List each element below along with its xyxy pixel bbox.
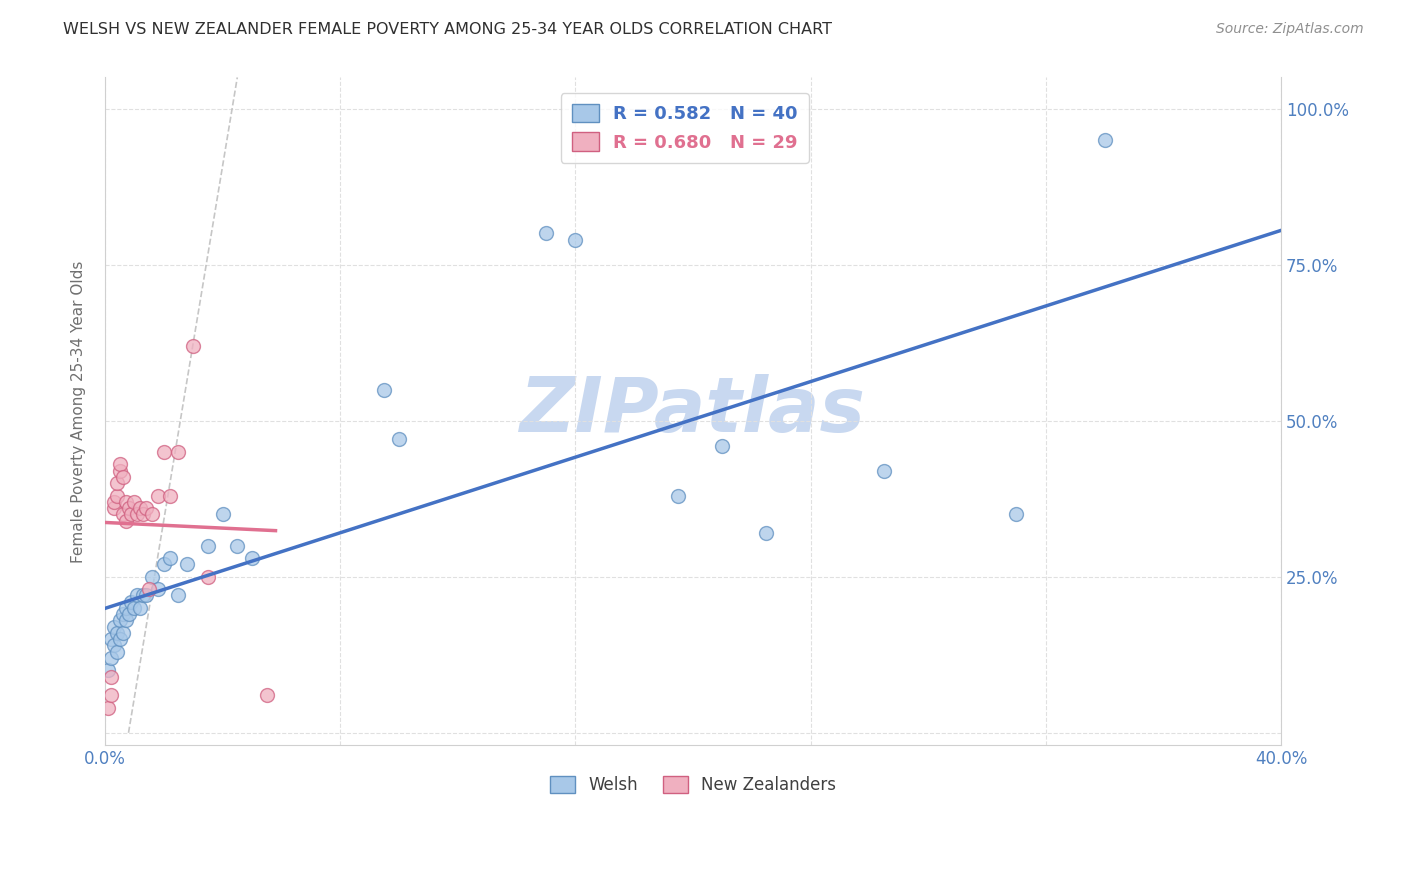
Point [114,495,136,509]
Point [666,489,689,503]
Y-axis label: Female Poverty Among 25-34 Year Olds: Female Poverty Among 25-34 Year Olds [72,260,86,563]
Point [873,464,896,478]
Point [103,639,125,653]
Point [111,626,134,640]
Point [127,508,149,522]
Point [105,476,128,491]
Point [176,558,198,572]
Point [141,570,163,584]
Point [564,233,586,247]
Point [108,632,131,647]
Point [197,570,219,584]
Point [120,508,142,522]
Point [100,670,122,684]
Point [114,614,136,628]
Point [103,495,125,509]
Point [146,489,169,503]
Point [108,614,131,628]
Point [105,489,128,503]
Point [1005,508,1028,522]
Point [100,689,122,703]
Point [211,508,233,522]
Point [373,383,395,397]
Point [135,589,157,603]
Point [181,339,204,353]
Point [117,501,139,516]
Point [111,508,134,522]
Point [534,227,557,241]
Point [100,651,122,665]
Point [755,526,778,541]
Point [103,501,125,516]
Point [120,595,142,609]
Point [167,589,190,603]
Point [152,445,174,459]
Text: ZIPatlas: ZIPatlas [520,375,866,449]
Point [108,458,131,472]
Point [135,501,157,516]
Point [124,601,146,615]
Text: Source: ZipAtlas.com: Source: ZipAtlas.com [1216,22,1364,37]
Point [124,495,146,509]
Point [111,607,134,622]
Point [132,589,155,603]
Point [132,508,155,522]
Point [127,589,149,603]
Point [711,439,734,453]
Point [129,501,152,516]
Point [256,689,278,703]
Point [108,464,131,478]
Point [111,470,134,484]
Point [97,701,120,715]
Point [114,514,136,528]
Point [240,551,263,566]
Point [129,601,152,615]
Point [146,582,169,597]
Point [152,558,174,572]
Legend: Welsh, New Zealanders: Welsh, New Zealanders [540,765,846,804]
Point [226,539,249,553]
Point [159,489,181,503]
Point [105,645,128,659]
Point [1094,133,1116,147]
Point [197,539,219,553]
Text: WELSH VS NEW ZEALANDER FEMALE POVERTY AMONG 25-34 YEAR OLDS CORRELATION CHART: WELSH VS NEW ZEALANDER FEMALE POVERTY AM… [63,22,832,37]
Point [105,626,128,640]
Point [167,445,190,459]
Point [114,601,136,615]
Point [141,508,163,522]
Point [100,632,122,647]
Point [97,664,120,678]
Point [388,433,411,447]
Point [103,620,125,634]
Point [117,607,139,622]
Point [159,551,181,566]
Point [138,582,160,597]
